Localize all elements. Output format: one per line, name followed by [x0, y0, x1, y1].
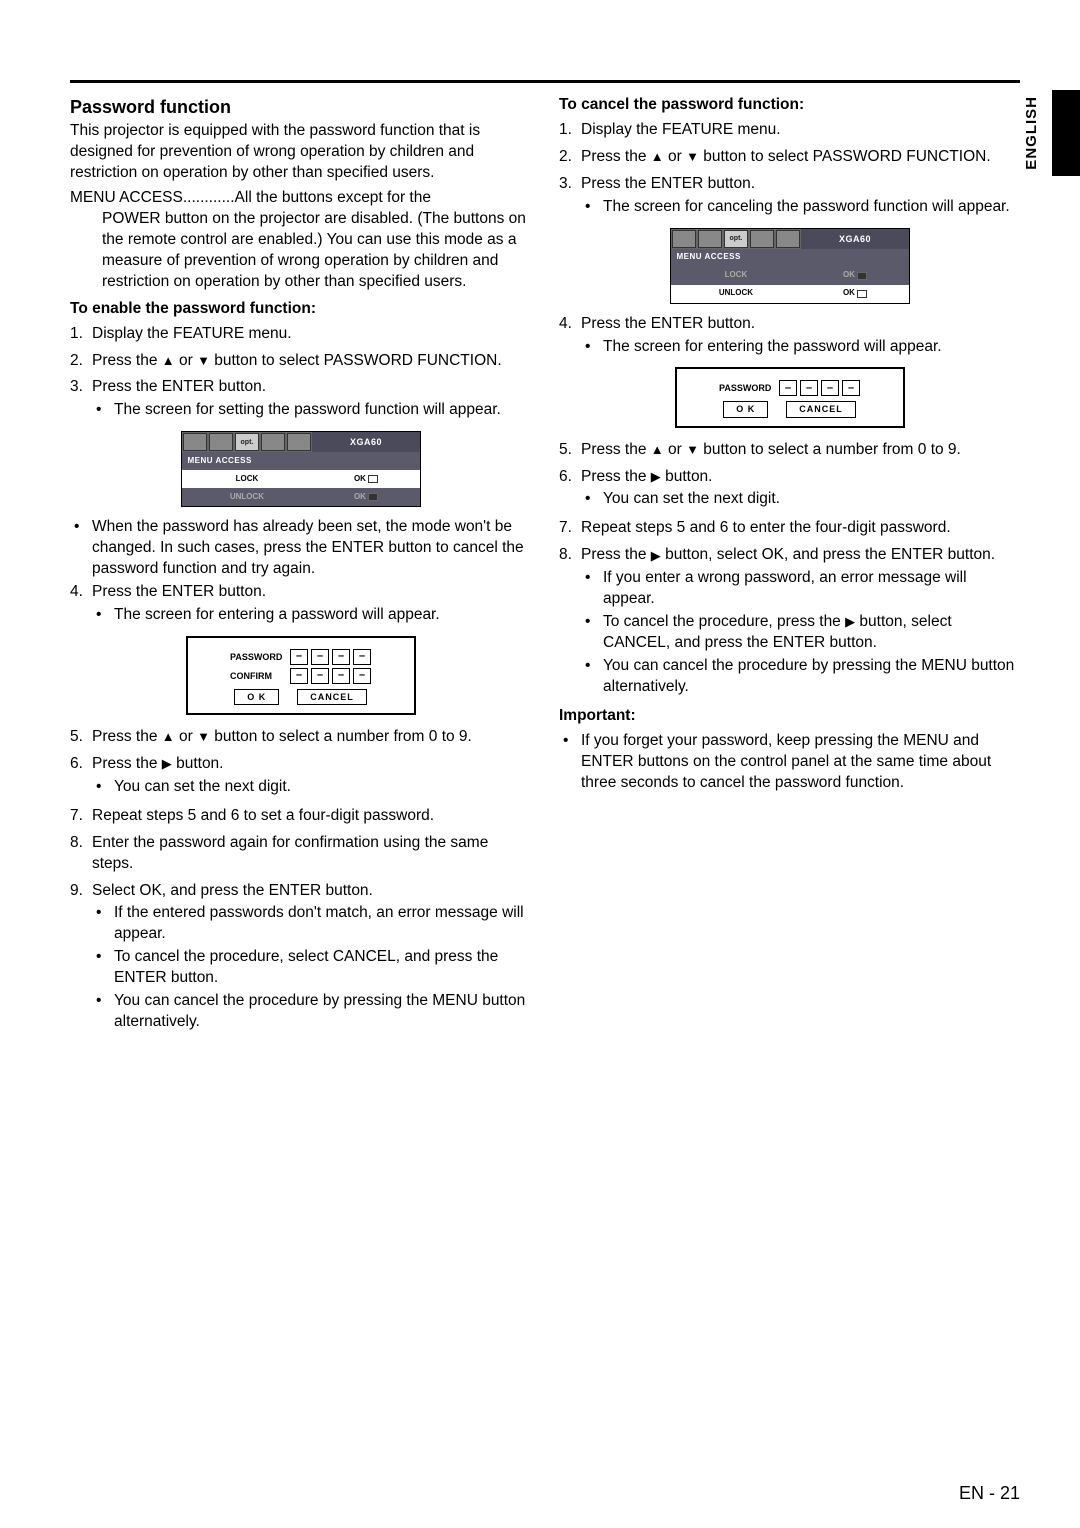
down-icon: ▼	[197, 354, 210, 367]
menu-access-definition: MENU ACCESS............All the buttons e…	[70, 188, 531, 293]
enter-icon	[368, 493, 378, 501]
side-language-label: ENGLISH	[1023, 96, 1040, 170]
right-column: To cancel the password function: 1.Displ…	[559, 95, 1020, 1041]
left-column: Password function This projector is equi…	[70, 95, 531, 1041]
page-number: EN - 21	[959, 1483, 1020, 1504]
intro-text: This projector is equipped with the pass…	[70, 121, 531, 184]
side-black-tab	[1052, 90, 1080, 176]
enable-heading: To enable the password function:	[70, 299, 531, 320]
osd-lock-figure: opt. XGA60 MENU ACCESS LOCKOK UNLOCKOK	[181, 431, 421, 507]
cancel-heading: To cancel the password function:	[559, 95, 1020, 116]
page-content: Password function This projector is equi…	[0, 0, 1080, 1081]
password-entry-figure: PASSWORD –––– O KCANCEL	[675, 367, 905, 427]
important-heading: Important:	[559, 706, 1020, 727]
up-icon: ▲	[162, 354, 175, 367]
osd-unlock-figure: opt. XGA60 MENU ACCESS LOCKOK UNLOCKOK	[670, 228, 910, 304]
enter-icon	[368, 475, 378, 483]
section-title: Password function	[70, 95, 531, 119]
password-confirm-figure: PASSWORD –––– CONFIRM –––– O KCANCEL	[186, 636, 416, 715]
top-rule	[70, 80, 1020, 83]
enable-steps: 1.Display the FEATURE menu. 2.Press the …	[70, 324, 531, 424]
